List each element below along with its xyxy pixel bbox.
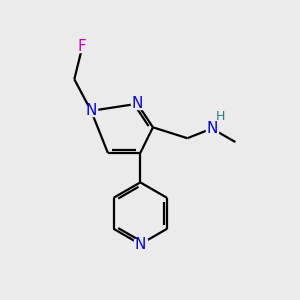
Bar [76, 42, 88, 52]
Text: N: N [135, 237, 146, 252]
Bar [206, 123, 218, 134]
Bar [85, 106, 98, 116]
Bar [134, 239, 147, 249]
Text: N: N [206, 121, 218, 136]
Bar [131, 99, 144, 109]
Text: H: H [215, 110, 225, 123]
Text: N: N [132, 96, 143, 111]
Text: F: F [78, 39, 87, 54]
Text: N: N [85, 103, 97, 118]
